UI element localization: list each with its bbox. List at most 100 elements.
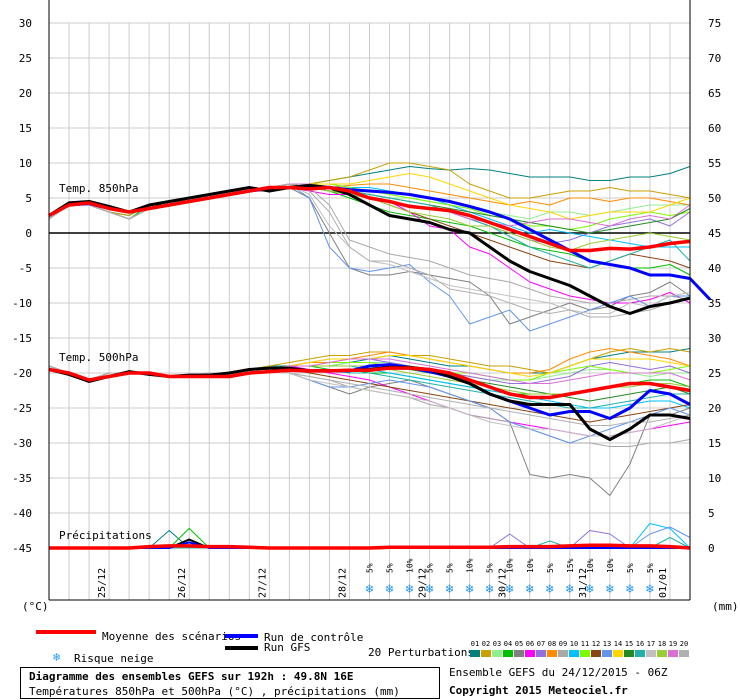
perturbation-number: 05 (514, 640, 524, 648)
snow-risk-label: 10% (586, 558, 595, 573)
chart-series (48, 162, 712, 550)
perturbation-number: 09 (558, 640, 568, 648)
legend-perturbations-label: 20 Perturbations (368, 646, 474, 659)
right-tick-label: 0 (708, 542, 715, 555)
left-tick-label: -20 (12, 367, 32, 380)
perturbation-number: 02 (481, 640, 491, 648)
legend-control-label: Run de contrôle (264, 631, 364, 644)
perturbation-number: 06 (525, 640, 535, 648)
right-tick-label: 15 (708, 437, 721, 450)
perturbation-swatch (624, 650, 634, 657)
date-label: 29/12 (418, 568, 429, 598)
perturbation-number: 13 (602, 640, 612, 648)
section-label: Temp. 500hPa (59, 351, 138, 364)
perturbation-swatch (492, 650, 502, 657)
snowflake-icon: ❄ (485, 582, 494, 597)
perturbation-swatch (613, 650, 623, 657)
perturbation-number: 19 (668, 640, 678, 648)
perturbation-number: 18 (657, 640, 667, 648)
perturbation-number: 10 (569, 640, 579, 648)
right-tick-label: 35 (708, 297, 721, 310)
section-label: Précipitations (59, 529, 152, 542)
date-label: 28/12 (337, 568, 348, 598)
legend-mean-swatch (36, 630, 96, 634)
right-tick-label: 30 (708, 332, 721, 345)
left-tick-label: -5 (19, 262, 32, 275)
perturbation-swatch (470, 650, 480, 657)
snow-risk-label: 5% (366, 563, 375, 573)
left-tick-label: 15 (19, 122, 32, 135)
date-label: 27/12 (257, 568, 268, 598)
right-tick-label: 25 (708, 367, 721, 380)
perturbation-swatch (668, 650, 678, 657)
left-tick-label: -30 (12, 437, 32, 450)
perturbation-swatch (580, 650, 590, 657)
snowflake-icon: ❄ (525, 582, 534, 597)
left-tick-label: 0 (25, 227, 32, 240)
perturbation-number: 04 (503, 640, 513, 648)
perturbation-number: 15 (624, 640, 634, 648)
right-tick-label: 50 (708, 192, 721, 205)
legend-mean-label: Moyenne des scénarios (102, 630, 242, 643)
perturbation-swatch (514, 650, 524, 657)
right-tick-label: 70 (708, 52, 721, 65)
info-title: Diagramme des ensembles GEFS sur 192h : … (29, 670, 354, 683)
right-tick-label: 55 (708, 157, 721, 170)
perturbation-swatch (679, 650, 689, 657)
snow-risk-label: 10% (406, 558, 415, 573)
snow-risk-label: 5% (546, 563, 555, 573)
snowflake-icon: ❄ (53, 650, 61, 664)
perturbation-swatch (536, 650, 546, 657)
right-tick-label: 5 (708, 507, 715, 520)
chart-grid (48, 22, 691, 600)
date-label: 30/12 (498, 568, 509, 598)
chart-labels: 302520151050-5-10-15-20-25-30-35-40-4575… (12, 17, 738, 613)
right-tick-label: 40 (708, 262, 721, 275)
perturbation-number: 20 (679, 640, 689, 648)
legend-snow-label: Risque neige (74, 652, 154, 665)
right-tick-label: 20 (708, 402, 721, 415)
right-axis-unit: (mm) (712, 600, 739, 613)
snowflake-icon: ❄ (405, 582, 414, 597)
snowflake-icon: ❄ (445, 582, 454, 597)
left-tick-label: -40 (12, 507, 32, 520)
snow-risk-label: 15% (566, 558, 575, 573)
snowflake-icon: ❄ (585, 582, 594, 597)
right-tick-label: 60 (708, 122, 721, 135)
perturbation-swatch (602, 650, 612, 657)
left-tick-label: -25 (12, 402, 32, 415)
snowflake-icon: ❄ (505, 582, 514, 597)
perturbation-swatch (646, 650, 656, 657)
t850-mean-line (48, 185, 691, 253)
snowflake-icon: ❄ (625, 582, 634, 597)
perturbation-number: 03 (492, 640, 502, 648)
snowflake-icon: ❄ (365, 582, 374, 597)
perturbation-number: 01 (470, 640, 480, 648)
legend-gfs-swatch (225, 646, 258, 650)
legend-control-swatch (225, 634, 258, 638)
perturbation-number: 07 (536, 640, 546, 648)
perturbation-number: 16 (635, 640, 645, 648)
perturbation-swatch (503, 650, 513, 657)
perturbation-swatch (657, 650, 667, 657)
perturbation-number: 12 (591, 640, 601, 648)
left-tick-label: 30 (19, 17, 32, 30)
section-label: Temp. 850hPa (59, 182, 138, 195)
snowflake-icon: ❄ (545, 582, 554, 597)
snowflake-icon: ❄ (385, 582, 394, 597)
left-tick-label: 10 (19, 157, 32, 170)
t500-mean-line (48, 366, 691, 400)
snow-risk-label: 5% (486, 563, 495, 573)
info-subtitle: Températures 850hPa et 500hPa (°C) , pré… (29, 685, 400, 698)
date-label: 26/12 (177, 568, 188, 598)
perturbation-number: 11 (580, 640, 590, 648)
perturbation-swatch (558, 650, 568, 657)
left-tick-label: 25 (19, 52, 32, 65)
perturbation-number: 08 (547, 640, 557, 648)
left-axis-unit: (°C) (22, 600, 49, 613)
snow-risk-label: 5% (626, 563, 635, 573)
info-box: Diagramme des ensembles GEFS sur 192h : … (20, 667, 440, 699)
right-tick-label: 65 (708, 87, 721, 100)
left-tick-label: -45 (12, 542, 32, 555)
